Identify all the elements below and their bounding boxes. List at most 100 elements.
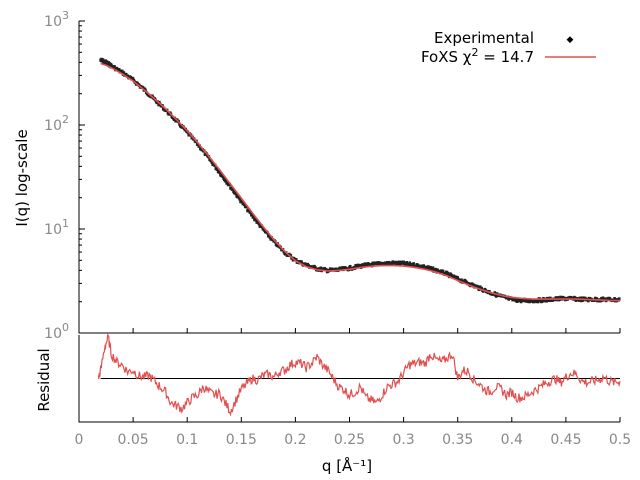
- experimental-point: [436, 268, 439, 272]
- experimental-point: [359, 263, 362, 268]
- experimental-point: [549, 296, 552, 300]
- legend-foxs-label: FoXS χ2 = 14.7: [421, 46, 534, 66]
- experimental-point: [493, 291, 497, 295]
- y-tick-label: 103: [44, 9, 69, 30]
- experimental-point: [319, 266, 323, 270]
- experimental-point: [362, 264, 366, 268]
- experimental-point: [396, 260, 399, 265]
- x-axis-ticks: 0 0.05 0.1 0.15 0.2 0.25 0.3 0.35 0.4 0.45 0.5: [75, 328, 631, 448]
- experimental-point: [593, 296, 597, 300]
- experimental-point: [547, 298, 551, 303]
- experimental-point: [573, 296, 577, 300]
- experimental-point: [540, 299, 544, 304]
- legend: Experimental ◆ FoXS χ2 = 14.7: [421, 29, 596, 66]
- experimental-series: [99, 57, 621, 304]
- experimental-point: [355, 265, 359, 269]
- experimental-point: [574, 298, 578, 302]
- experimental-point: [399, 262, 402, 266]
- experimental-point: [240, 199, 244, 203]
- experimental-point: [472, 283, 476, 287]
- x-tick-label: 0.2: [284, 432, 306, 448]
- x-tick-label: 0.15: [226, 432, 257, 448]
- x-tick-label: 0.5: [609, 432, 631, 448]
- experimental-point: [117, 67, 121, 72]
- experimental-point: [300, 260, 303, 264]
- experimental-point: [536, 300, 540, 304]
- experimental-point: [580, 299, 583, 303]
- experimental-point: [431, 266, 435, 270]
- experimental-point: [294, 258, 298, 262]
- experimental-point: [617, 297, 621, 301]
- experimental-point: [245, 205, 249, 209]
- x-axis-label-text: q [Å⁻¹]: [322, 456, 372, 475]
- experimental-point: [216, 167, 219, 171]
- y-tick-label: 102: [44, 113, 69, 134]
- experimental-point: [178, 122, 181, 126]
- legend-experimental-marker: ◆: [567, 35, 574, 45]
- experimental-point: [226, 181, 229, 185]
- x-tick-label: 0.25: [334, 432, 365, 448]
- experimental-point: [252, 215, 255, 219]
- experimental-point: [421, 265, 425, 270]
- x-tick-label: 0.05: [118, 432, 149, 448]
- experimental-point: [250, 213, 254, 217]
- experimental-point: [471, 282, 474, 286]
- x-tick-label: 0.1: [176, 432, 198, 448]
- experimental-point: [275, 243, 279, 248]
- experimental-point: [238, 197, 242, 201]
- experimental-point: [480, 286, 483, 291]
- experimental-point: [126, 74, 129, 78]
- experimental-point: [120, 69, 124, 73]
- y-axis-ticks: 100 101 102 103: [44, 9, 85, 342]
- experimental-point: [412, 262, 415, 266]
- x-tick-label: 0.45: [550, 432, 581, 448]
- experimental-point: [247, 208, 251, 212]
- y-axis-label: I(q) log-scale: [13, 129, 31, 226]
- experimental-point: [554, 296, 558, 300]
- experimental-point: [113, 65, 116, 69]
- residual-line: [97, 333, 621, 417]
- main-panel-axes: [78, 21, 620, 334]
- experimental-point: [408, 261, 412, 265]
- experimental-point: [221, 174, 225, 179]
- experimental-point: [441, 269, 445, 273]
- experimental-point: [386, 262, 390, 266]
- experimental-point: [257, 222, 261, 226]
- experimental-point: [268, 235, 272, 239]
- experimental-point: [422, 264, 425, 268]
- x-tick-label: 0.3: [392, 432, 414, 448]
- experimental-point: [228, 182, 232, 187]
- experimental-point: [325, 268, 328, 272]
- experimental-point: [462, 280, 466, 284]
- experimental-point: [122, 71, 126, 75]
- experimental-point: [348, 264, 352, 269]
- experimental-point: [341, 266, 344, 270]
- experimental-point: [545, 299, 548, 303]
- experimental-point: [579, 296, 582, 300]
- x-tick-label: 0: [75, 432, 84, 448]
- experimental-point: [210, 160, 214, 164]
- experimental-point: [577, 298, 581, 302]
- experimental-point: [254, 218, 258, 222]
- experimental-point: [587, 299, 590, 303]
- experimental-point: [416, 263, 420, 268]
- experimental-point: [157, 103, 160, 107]
- experimental-point: [447, 272, 450, 276]
- experimental-point: [131, 77, 135, 81]
- experimental-point: [456, 276, 459, 280]
- x-axis-label: q [Å⁻¹]: [322, 456, 372, 475]
- experimental-point: [513, 296, 517, 301]
- experimental-point: [460, 278, 463, 282]
- experimental-point: [600, 296, 603, 301]
- experimental-point: [314, 266, 317, 270]
- residual-panel: [78, 333, 621, 423]
- residual-axis-label: Residual: [35, 348, 53, 411]
- experimental-point: [519, 297, 522, 301]
- y-tick-label: 101: [44, 217, 69, 238]
- experimental-point: [411, 264, 415, 268]
- experimental-point: [231, 187, 235, 192]
- x-tick-label: 0.35: [442, 432, 473, 448]
- experimental-point: [476, 285, 480, 289]
- legend-experimental-label: Experimental: [434, 29, 534, 47]
